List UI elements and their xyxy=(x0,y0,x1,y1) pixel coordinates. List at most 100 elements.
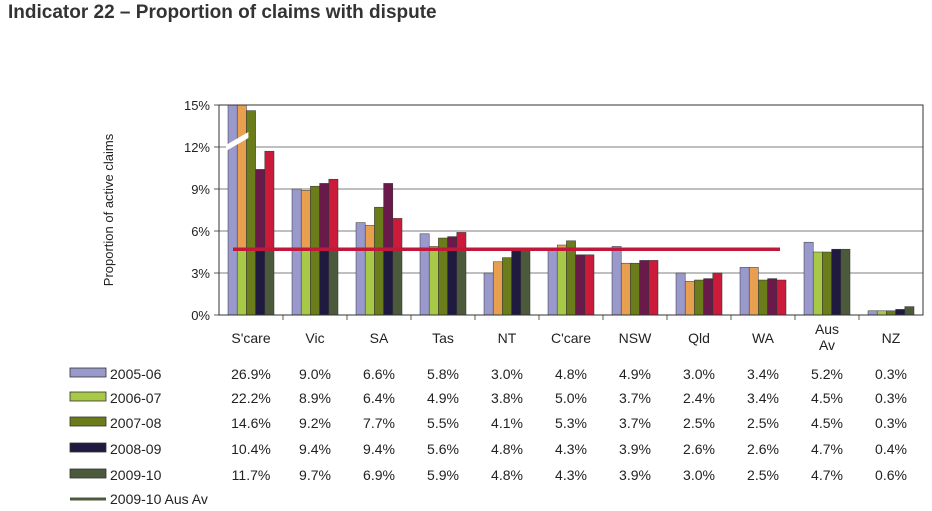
table-cell: 0.3% xyxy=(875,390,907,406)
table-cell: 6.6% xyxy=(363,366,395,382)
bar xyxy=(840,248,851,316)
bar xyxy=(620,262,631,316)
legend-label: 2009-10 Aus Av xyxy=(110,491,208,507)
bar xyxy=(502,257,512,316)
bar xyxy=(383,183,394,250)
bar xyxy=(328,178,339,250)
table-cell: 2.4% xyxy=(683,390,715,406)
bar xyxy=(456,232,467,250)
bar-lower-segment xyxy=(556,248,567,316)
table-cell: 3.0% xyxy=(683,366,715,382)
bar xyxy=(803,241,814,316)
table-cell: 4.9% xyxy=(427,390,459,406)
table-cell: 4.8% xyxy=(491,441,523,457)
bar xyxy=(483,272,494,316)
bar xyxy=(822,251,832,316)
table-cell: 3.9% xyxy=(619,441,651,457)
legend-swatch xyxy=(69,367,107,378)
bar xyxy=(758,279,768,316)
x-tick-label: SA xyxy=(370,330,389,346)
y-tick-label: 6% xyxy=(191,224,210,239)
bar xyxy=(236,104,247,250)
legend-table: 2005-06 26.9% 9.0% 6.6% 5.8% 3.0% 4.8% 4.9% 3.0%… xyxy=(69,366,907,507)
table-cell: 4.1% xyxy=(491,415,523,431)
bar xyxy=(300,190,311,250)
bar xyxy=(630,262,640,316)
bar-lower-segment xyxy=(383,248,394,316)
legend-label: 2005-06 xyxy=(110,366,162,382)
bar xyxy=(246,110,256,316)
legend-label: 2007-08 xyxy=(110,415,162,431)
table-cell: 6.4% xyxy=(363,390,395,406)
table-cell: 8.9% xyxy=(299,390,331,406)
bars xyxy=(226,104,915,316)
table-cell: 4.3% xyxy=(555,441,587,457)
bar-lower-segment xyxy=(264,248,275,316)
bar xyxy=(739,267,750,316)
table-cell: 5.3% xyxy=(555,415,587,431)
bar xyxy=(684,281,695,316)
bar xyxy=(904,306,915,316)
bar-lower-segment xyxy=(447,248,458,316)
bar xyxy=(355,222,366,316)
table-cell: 0.6% xyxy=(875,467,907,483)
legend-label: 2006-07 xyxy=(110,390,162,406)
y-tick-label: 15% xyxy=(184,98,210,113)
table-cell: 14.6% xyxy=(231,415,271,431)
table-cell: 4.3% xyxy=(555,467,587,483)
table-cell: 4.8% xyxy=(491,467,523,483)
bar-lower-segment xyxy=(328,248,339,316)
table-cell: 5.2% xyxy=(811,366,843,382)
bar-lower-segment xyxy=(392,248,403,316)
table-cell: 9.4% xyxy=(299,441,331,457)
table-cell: 10.4% xyxy=(231,441,271,457)
bar xyxy=(566,240,576,316)
table-cell: 5.6% xyxy=(427,441,459,457)
bar xyxy=(886,310,896,316)
plot-border xyxy=(218,104,924,316)
bar xyxy=(492,261,503,316)
bar xyxy=(767,278,778,316)
bar xyxy=(831,248,842,316)
bar xyxy=(255,169,266,250)
y-axis-label: Proportion of active claims xyxy=(101,133,116,286)
bar xyxy=(748,267,759,316)
bar-lower-segment xyxy=(511,248,522,316)
x-axis: S'care Vic SA Tas NT C'care NSW Qld WA Aus Av NZ xyxy=(231,315,901,353)
x-tick-label: C'care xyxy=(551,330,591,346)
table-cell: 5.8% xyxy=(427,366,459,382)
legend-swatch xyxy=(69,391,107,402)
x-tick-label: Tas xyxy=(432,330,454,346)
x-tick-label: NT xyxy=(498,330,517,346)
legend-swatch xyxy=(69,416,107,427)
table-cell: 2.6% xyxy=(747,441,779,457)
bar-lower-segment xyxy=(364,248,375,316)
bar-lower-segment xyxy=(300,248,311,316)
legend-label: 2009-10 xyxy=(110,467,162,483)
legend-swatch xyxy=(69,442,107,453)
y-tick-label: 0% xyxy=(191,308,210,323)
table-cell: 3.7% xyxy=(619,415,651,431)
bar xyxy=(639,260,650,316)
table-cell: 11.7% xyxy=(232,467,271,483)
y-tick-label: 3% xyxy=(191,266,210,281)
table-cell: 22.2% xyxy=(231,390,271,406)
axis-break-mark xyxy=(226,132,249,151)
table-cell: 2.5% xyxy=(683,415,715,431)
table-cell: 0.4% xyxy=(875,441,907,457)
bar xyxy=(319,183,330,250)
table-cell: 4.7% xyxy=(811,441,843,457)
bar xyxy=(694,279,704,316)
table-cell: 6.9% xyxy=(363,467,395,483)
legend-swatch xyxy=(69,468,107,479)
table-cell: 5.9% xyxy=(427,467,459,483)
table-cell: 3.0% xyxy=(491,366,523,382)
bar xyxy=(876,310,887,316)
x-tick-label: Vic xyxy=(305,330,324,346)
bar xyxy=(611,246,622,316)
table-cell: 3.9% xyxy=(619,467,651,483)
bar xyxy=(703,278,714,316)
x-tick-label: NSW xyxy=(619,330,652,346)
table-cell: 3.0% xyxy=(683,467,715,483)
table-cell: 2.5% xyxy=(747,415,779,431)
